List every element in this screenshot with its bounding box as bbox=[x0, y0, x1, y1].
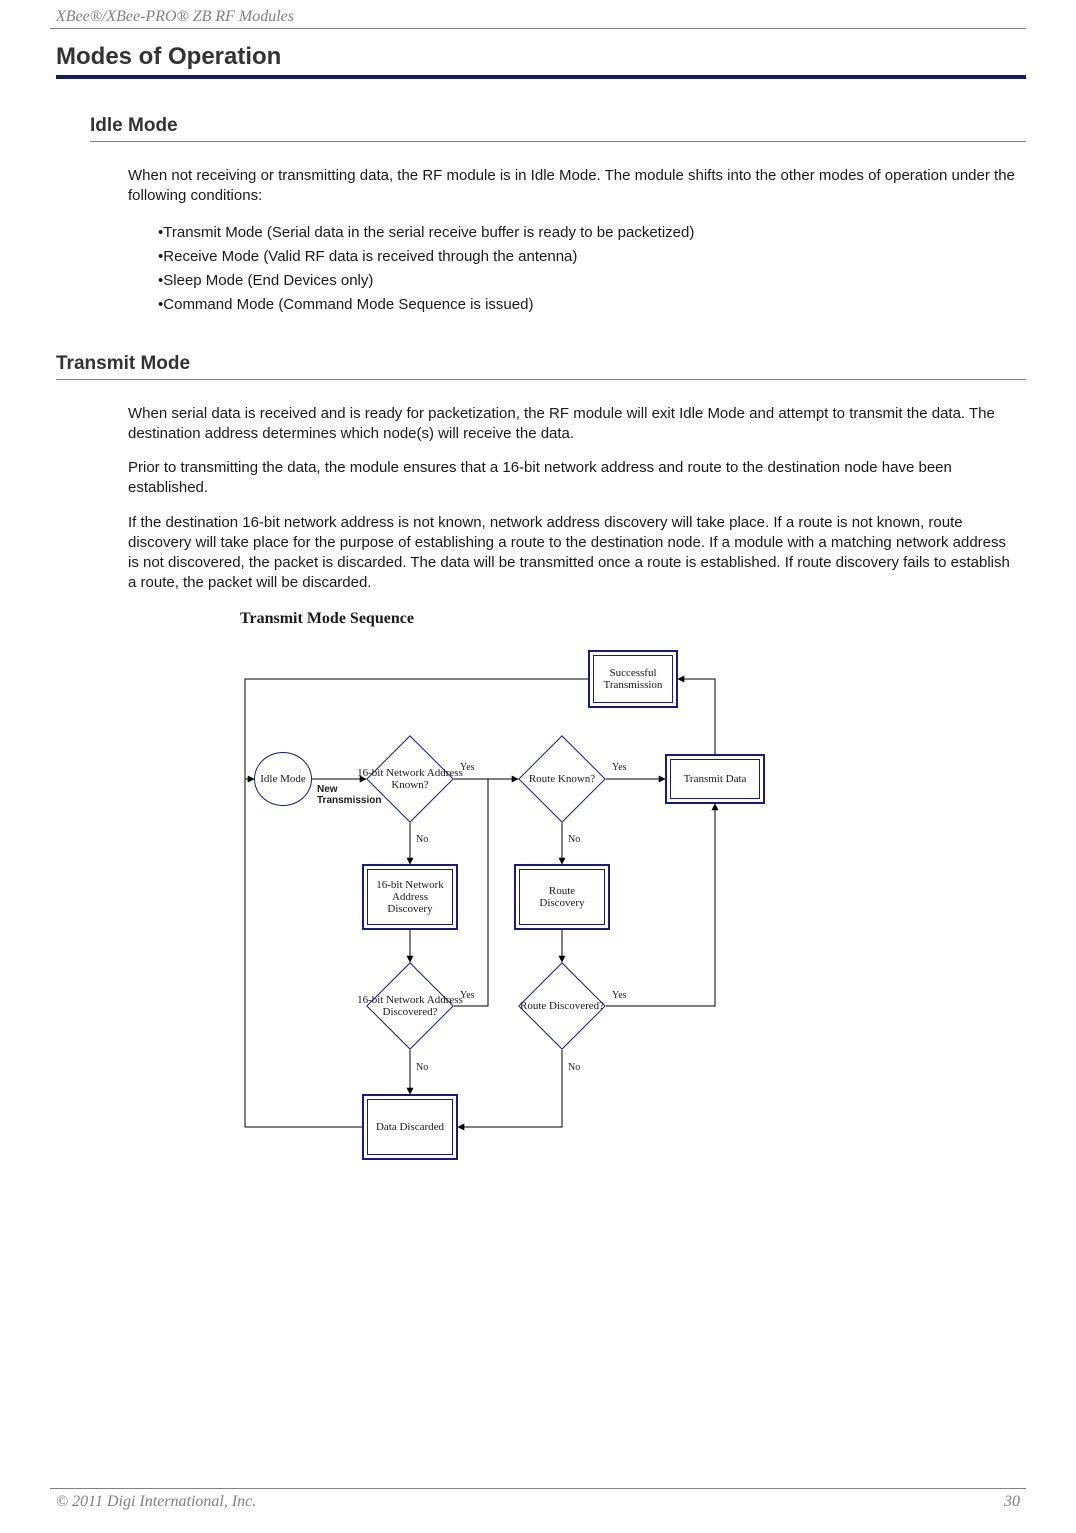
node-label: 16-bit Network Address Discovered? bbox=[350, 994, 470, 1018]
edge-yes: Yes bbox=[612, 762, 627, 773]
bullet-text: Command Mode (Command Mode Sequence is i… bbox=[163, 296, 533, 313]
edge-no: No bbox=[568, 1062, 580, 1073]
node-data-discarded: Data Discarded bbox=[362, 1094, 458, 1160]
footer: © 2011 Digi International, Inc. 30 bbox=[50, 1488, 1026, 1511]
node-idle-mode: Idle Mode bbox=[254, 752, 312, 806]
h2-transmit-rule bbox=[56, 379, 1026, 380]
node-label: Route Known? bbox=[502, 773, 622, 785]
bullet-item: Transmit Mode (Serial data in the serial… bbox=[158, 221, 1026, 245]
edge-new-transmission: New Transmission bbox=[317, 784, 381, 806]
h1-rule bbox=[56, 75, 1026, 79]
bullet-item: Sleep Mode (End Devices only) bbox=[158, 269, 1026, 293]
node-label: Route Discovery bbox=[519, 869, 605, 925]
edge-text: New bbox=[317, 784, 338, 795]
node-label: Transmit Data bbox=[670, 759, 760, 799]
footer-copyright: © 2011 Digi International, Inc. bbox=[56, 1493, 256, 1511]
node-transmit-data: Transmit Data bbox=[665, 754, 765, 804]
edge-no: No bbox=[416, 834, 428, 845]
node-label: Idle Mode bbox=[260, 773, 306, 785]
bullet-text: Transmit Mode (Serial data in the serial… bbox=[163, 224, 694, 241]
node-label: Route Discovered? bbox=[502, 1000, 622, 1012]
node-label: Successful Transmission bbox=[593, 655, 673, 703]
transmit-p2: Prior to transmitting the data, the modu… bbox=[128, 458, 1018, 499]
transmit-p3: If the destination 16-bit network addres… bbox=[128, 513, 1018, 594]
node-label: Data Discarded bbox=[367, 1099, 453, 1155]
node-addr-discovery: 16-bit Network Address Discovery bbox=[362, 864, 458, 930]
node-label: 16-bit Network Address Discovery bbox=[367, 869, 453, 925]
edge-yes: Yes bbox=[460, 762, 475, 773]
h2-idle-rule bbox=[90, 141, 1026, 142]
node-successful-transmission: Successful Transmission bbox=[588, 650, 678, 708]
edge-yes: Yes bbox=[612, 990, 627, 1001]
bullet-text: Receive Mode (Valid RF data is received … bbox=[163, 248, 577, 265]
footer-page: 30 bbox=[1004, 1493, 1020, 1511]
edge-no: No bbox=[568, 834, 580, 845]
h1-modes: Modes of Operation bbox=[56, 43, 1026, 71]
h2-idle: Idle Mode bbox=[90, 115, 1026, 137]
bullet-text: Sleep Mode (End Devices only) bbox=[163, 272, 373, 289]
transmit-p1: When serial data is received and is read… bbox=[128, 404, 1018, 445]
node-route-discovery: Route Discovery bbox=[514, 864, 610, 930]
h2-transmit: Transmit Mode bbox=[56, 353, 1026, 375]
edge-text: Transmission bbox=[317, 795, 381, 806]
header-product: XBee®/XBee-PRO® ZB RF Modules bbox=[50, 0, 1026, 26]
transmit-mode-diagram: Successful Transmission Idle Mode 16-bit… bbox=[200, 634, 920, 1194]
idle-bullets: Transmit Mode (Serial data in the serial… bbox=[158, 221, 1026, 317]
bullet-item: Command Mode (Command Mode Sequence is i… bbox=[158, 293, 1026, 317]
diagram-title: Transmit Mode Sequence bbox=[240, 610, 1026, 628]
idle-p1: When not receiving or transmitting data,… bbox=[128, 166, 1018, 207]
edge-yes: Yes bbox=[460, 990, 475, 1001]
edge-no: No bbox=[416, 1062, 428, 1073]
bullet-item: Receive Mode (Valid RF data is received … bbox=[158, 245, 1026, 269]
footer-rule bbox=[50, 1488, 1026, 1489]
header-rule bbox=[50, 28, 1026, 29]
